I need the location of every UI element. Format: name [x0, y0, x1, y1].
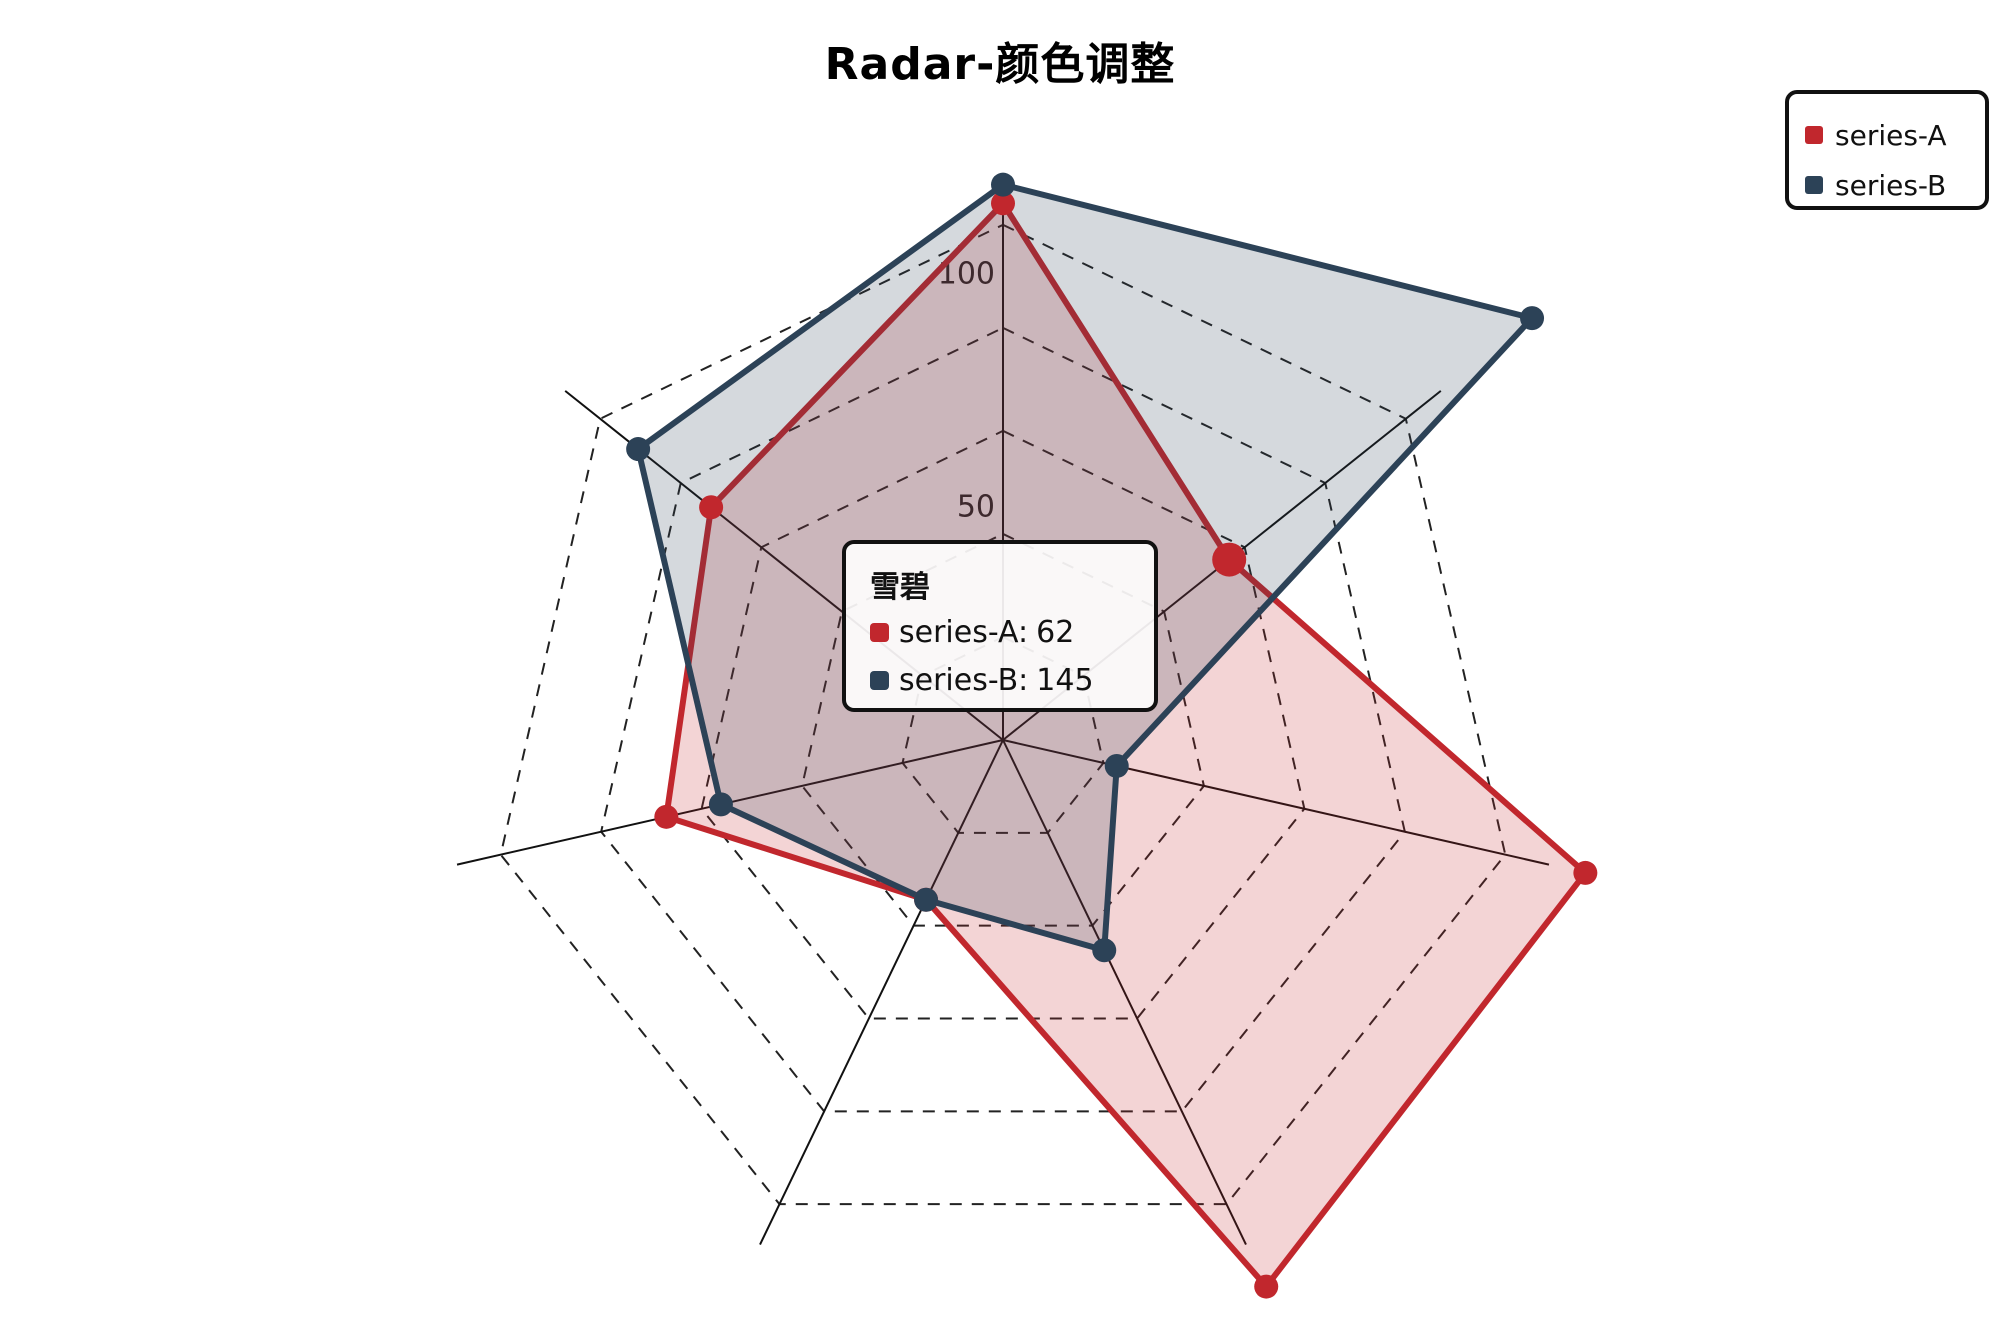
tooltip-value-series-a: 62 — [1036, 614, 1075, 650]
series-a-point-3 — [1573, 860, 1598, 885]
series-b-point-5 — [914, 887, 939, 912]
tooltip-label-series-a: series-A: — [899, 614, 1029, 650]
legend-label-series-b: series-B — [1835, 168, 1947, 202]
tooltip-row-series-b: series-B: 145 — [870, 656, 1154, 704]
legend-swatch-series-a — [1805, 126, 1823, 144]
tooltip-swatch-series-a — [870, 622, 889, 642]
grid-ring-2 — [801, 532, 1205, 927]
tooltip-title: 雪碧 — [870, 570, 930, 605]
series-area-a — [663, 200, 1589, 1290]
series-a-point-2 — [1212, 542, 1247, 577]
axis-line-3 — [1002, 739, 1550, 866]
legend-swatch-series-b — [1805, 176, 1823, 194]
legend: series-A series-B — [1785, 90, 1989, 210]
tooltip-value-series-b: 145 — [1036, 662, 1094, 698]
tooltip-swatch-series-b — [870, 670, 889, 690]
chart-title: Radar-颜色调整 — [824, 39, 1176, 90]
series-a-point-4 — [1254, 1274, 1279, 1299]
series-b-point-2 — [1520, 306, 1545, 331]
tooltip-row-series-a: series-A: 62 — [870, 608, 1154, 656]
series-a-point-7 — [699, 495, 724, 520]
series-a-point-6 — [654, 804, 679, 829]
legend-item-series-a[interactable]: series-A — [1805, 110, 1985, 160]
series-b-point-3 — [1104, 753, 1129, 778]
series-b-point-4 — [1092, 938, 1117, 963]
series-b-point-7 — [626, 437, 651, 462]
legend-item-series-b[interactable]: series-B — [1805, 160, 1985, 210]
grid-ring-3 — [700, 429, 1306, 1020]
series-b-point-6 — [708, 792, 733, 817]
grid-ring-1 — [901, 635, 1105, 834]
grid-ring-5 — [499, 223, 1507, 1206]
series-b-point-1 — [991, 172, 1015, 197]
legend-label-series-a: series-A — [1835, 118, 1947, 152]
tooltip: 雪碧 series-A: 62 series-B: 145 — [842, 540, 1158, 712]
axis-line-5 — [759, 739, 1004, 1245]
radius-tick-label-1: 50 — [957, 490, 995, 525]
tooltip-label-series-b: series-B: — [899, 662, 1029, 698]
axis-line-4 — [1002, 739, 1247, 1245]
series-a-point-1 — [991, 191, 1015, 216]
